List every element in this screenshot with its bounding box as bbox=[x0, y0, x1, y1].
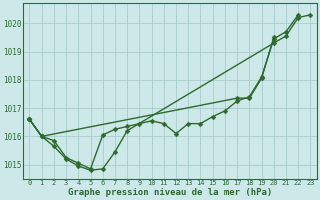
X-axis label: Graphe pression niveau de la mer (hPa): Graphe pression niveau de la mer (hPa) bbox=[68, 188, 272, 197]
